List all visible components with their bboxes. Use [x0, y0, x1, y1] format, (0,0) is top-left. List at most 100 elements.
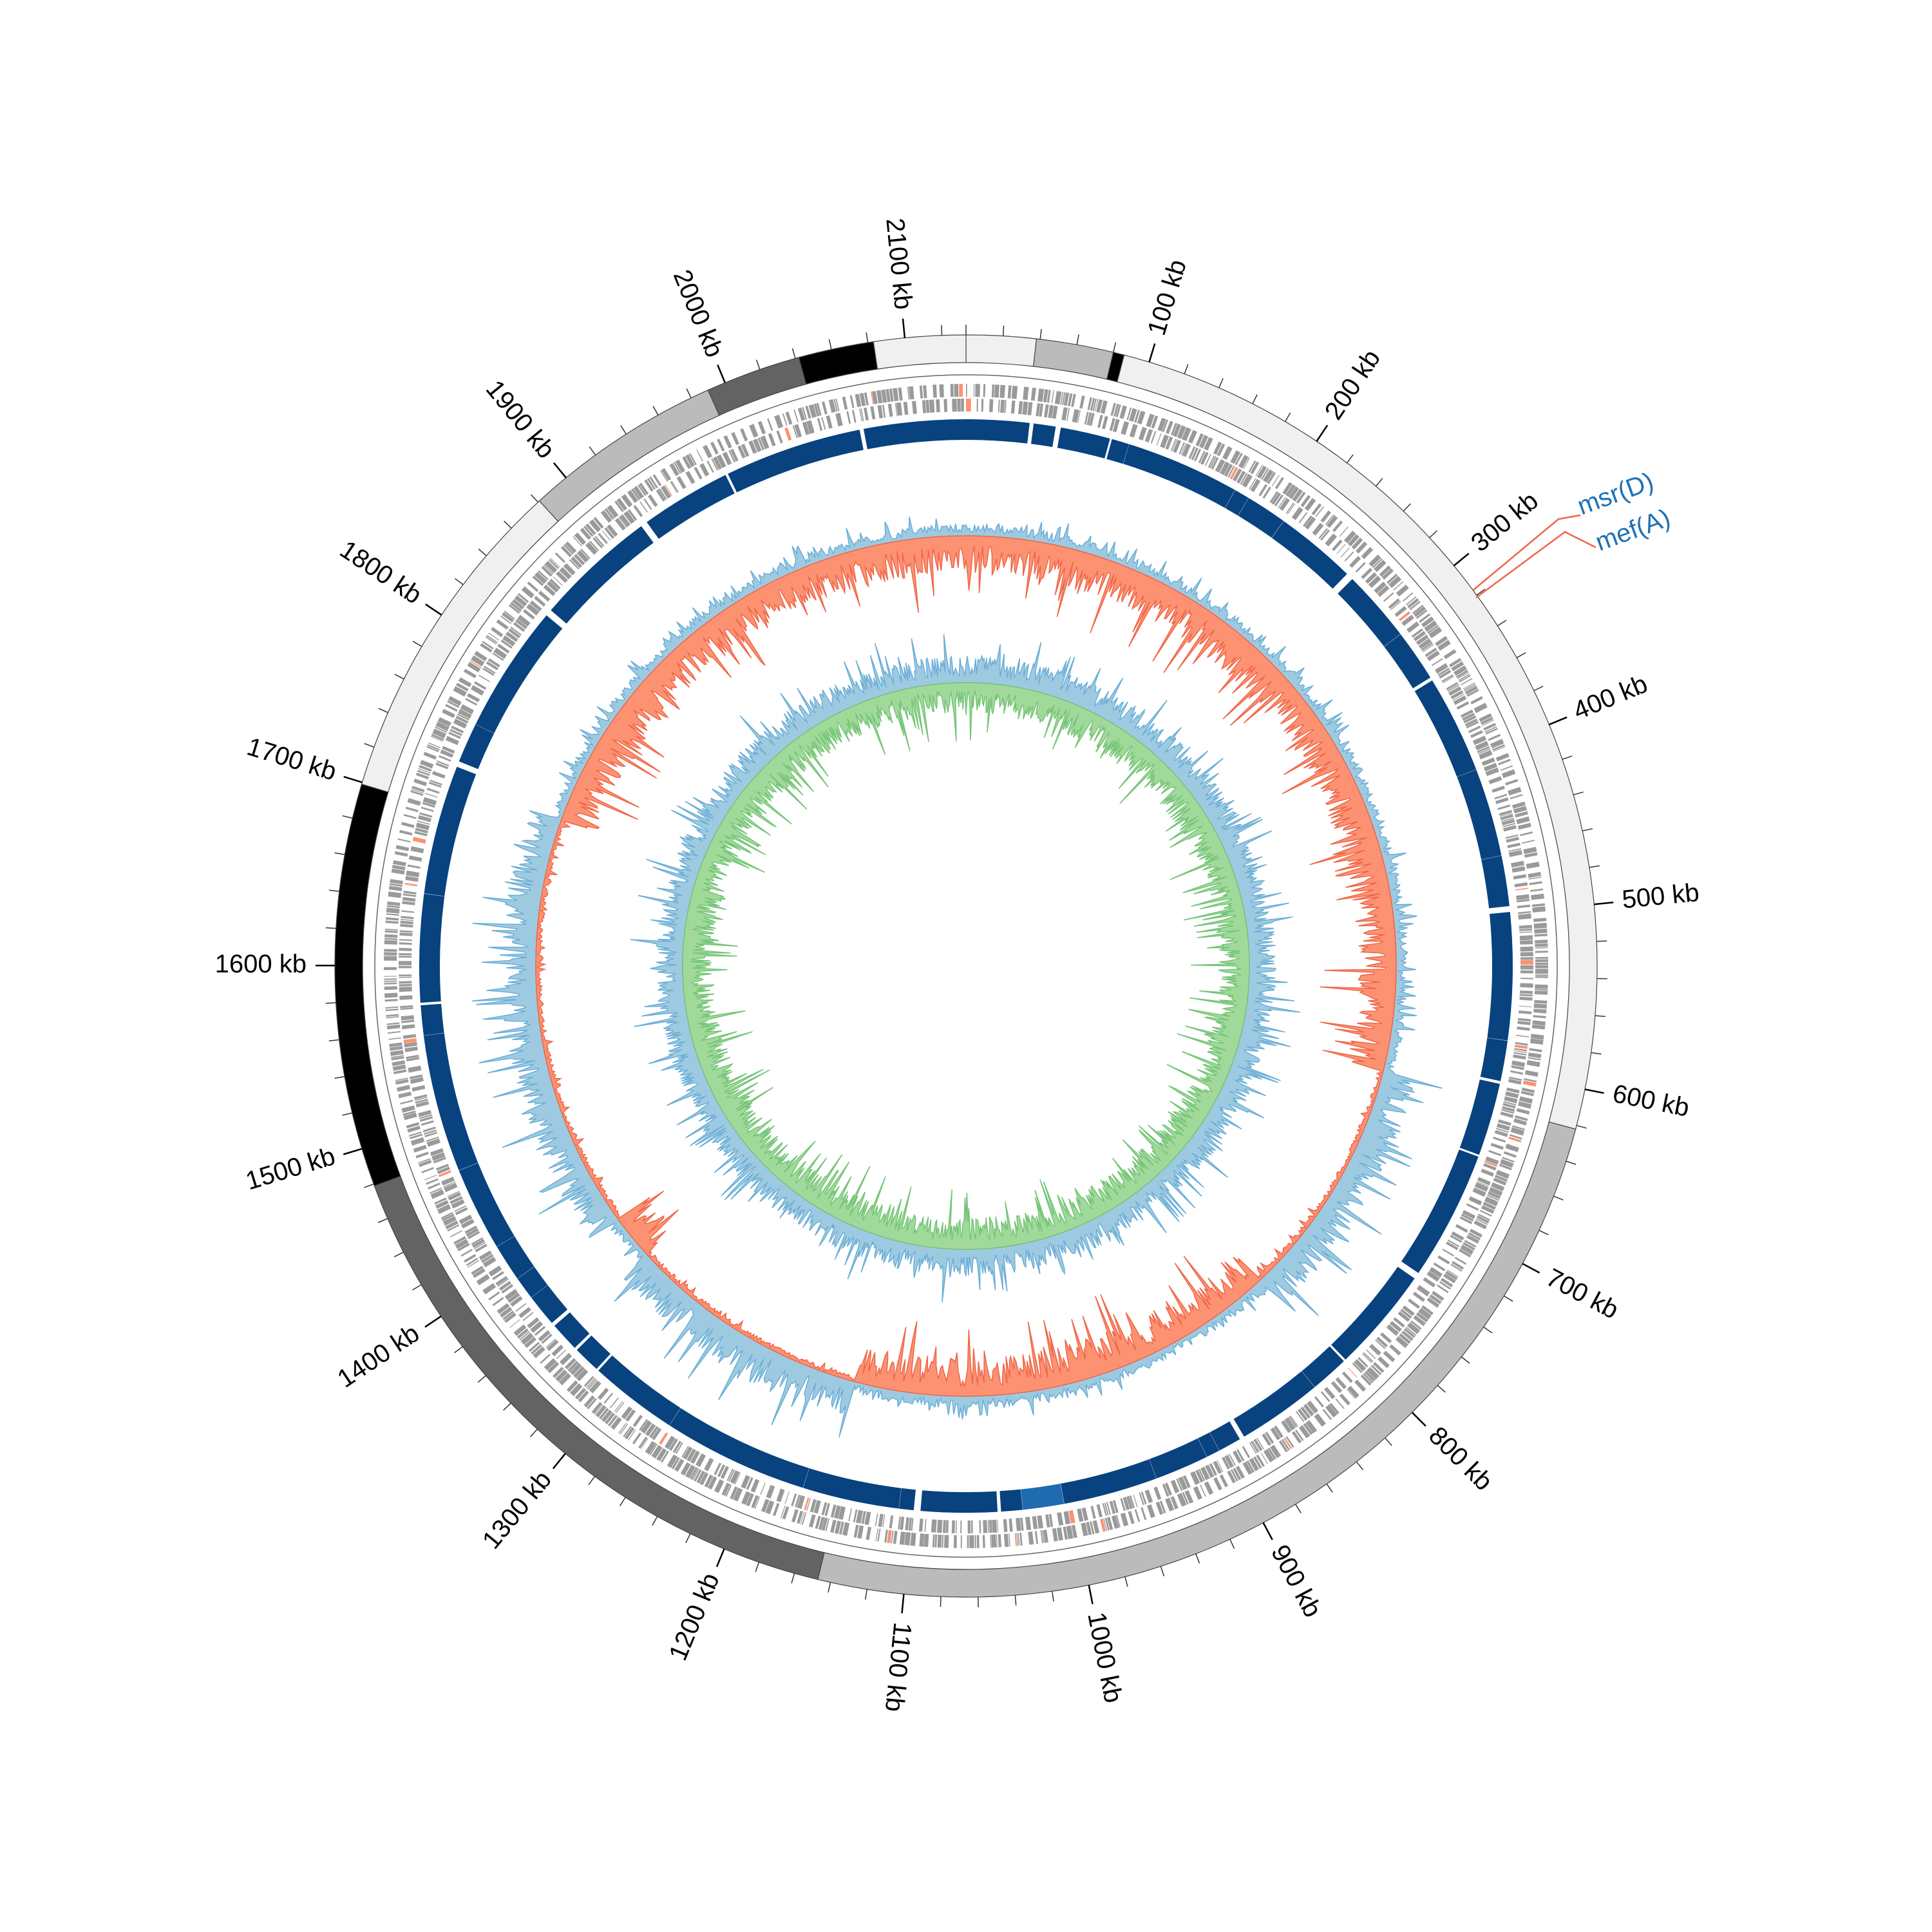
gene [1094, 399, 1099, 412]
gene [1518, 1101, 1532, 1109]
gene [1303, 1403, 1314, 1417]
gene [384, 934, 398, 938]
gene [397, 838, 411, 843]
gene [1508, 1079, 1522, 1085]
gene [1054, 391, 1062, 404]
gene [1057, 1512, 1064, 1526]
minor-tick [1553, 1195, 1564, 1200]
gene [480, 643, 493, 653]
gene [427, 744, 440, 751]
gene [387, 1031, 401, 1034]
gene [1325, 1404, 1338, 1418]
gene [1501, 817, 1514, 822]
minor-tick [652, 1516, 658, 1526]
gene [1018, 401, 1023, 415]
gene [1501, 1109, 1515, 1114]
gene [385, 920, 399, 924]
gene [1510, 1070, 1524, 1075]
gene [1535, 947, 1548, 949]
minor-tick [1039, 328, 1042, 339]
gene [400, 923, 413, 928]
similarity-block [1123, 444, 1235, 508]
gene [1401, 1330, 1414, 1341]
major-tick [1594, 901, 1614, 905]
gene [475, 1244, 488, 1253]
gene [1411, 628, 1423, 638]
gene [1048, 1513, 1054, 1528]
gene [448, 696, 462, 706]
gene [1519, 1096, 1533, 1104]
gene [1472, 1187, 1486, 1197]
similarity-block [497, 1236, 535, 1279]
gene [1493, 1137, 1506, 1143]
gene [893, 1531, 898, 1544]
gene [1037, 388, 1045, 402]
gene [876, 390, 883, 404]
gene [1459, 1216, 1473, 1224]
gene [741, 444, 750, 457]
gene [627, 1429, 636, 1441]
gene [451, 725, 464, 734]
gene [937, 1534, 942, 1548]
contig [707, 357, 807, 416]
minor-tick [454, 578, 464, 585]
gene [569, 1363, 582, 1376]
gene [1529, 1048, 1542, 1052]
gene [670, 481, 678, 493]
gene [1383, 1350, 1396, 1363]
major-tick [1411, 1412, 1426, 1427]
gene [1421, 641, 1433, 651]
gene [585, 542, 598, 555]
minor-tick [334, 852, 345, 855]
minor-tick [1218, 378, 1224, 388]
similarity-block [898, 1488, 916, 1511]
gene [1516, 1108, 1530, 1115]
gene [647, 494, 658, 507]
gene [1269, 491, 1278, 504]
gene [1466, 688, 1479, 697]
gene [1522, 840, 1535, 844]
gene [969, 1535, 974, 1548]
gene [1412, 605, 1424, 614]
gene [384, 976, 397, 977]
gene [533, 1346, 545, 1359]
gene [1502, 769, 1516, 779]
gene [1102, 1503, 1107, 1516]
gene [1397, 1311, 1410, 1322]
gene [1535, 951, 1548, 953]
gene [1483, 1163, 1497, 1171]
gene [1388, 576, 1401, 589]
gene [1312, 522, 1324, 536]
gene [467, 693, 480, 703]
gene [501, 1283, 513, 1294]
gene [1425, 647, 1437, 658]
gene [776, 1488, 785, 1502]
gene [1426, 1271, 1440, 1282]
gene [774, 414, 784, 429]
gene [589, 540, 600, 551]
gene [857, 1525, 864, 1539]
gene [393, 860, 406, 867]
major-tick [343, 775, 363, 783]
gene [924, 1519, 927, 1532]
gene [488, 632, 500, 641]
gene [685, 454, 695, 468]
minor-tick [364, 743, 375, 748]
gene [1520, 831, 1533, 837]
minor-tick [1184, 364, 1189, 374]
gene [667, 1454, 678, 1468]
gene [547, 1361, 560, 1374]
gene [893, 388, 899, 401]
gene [760, 1482, 766, 1495]
gene [482, 1256, 497, 1267]
gene [909, 386, 914, 400]
gene [1300, 1406, 1311, 1419]
gene [514, 595, 527, 607]
gene [458, 677, 472, 688]
gene [1090, 1506, 1096, 1519]
similarity-block [1302, 1346, 1344, 1387]
gene [706, 460, 714, 473]
gene [418, 1110, 432, 1117]
gene [1219, 1474, 1228, 1488]
gene [470, 685, 484, 696]
